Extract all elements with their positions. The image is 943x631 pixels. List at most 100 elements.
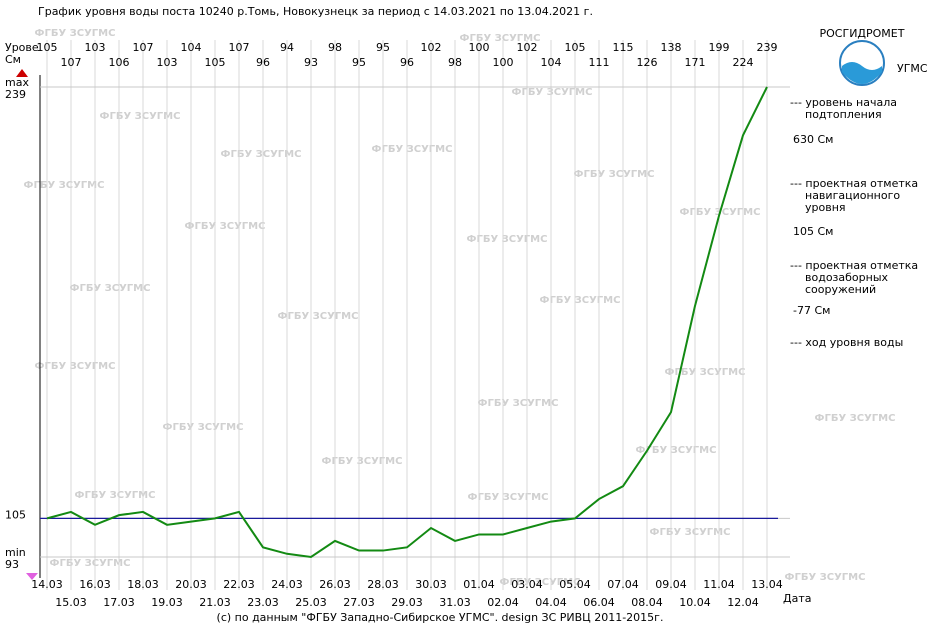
value-label: 115 — [613, 41, 634, 54]
value-label: 96 — [256, 56, 270, 69]
x-tick-label: 16.03 — [79, 578, 111, 591]
legend-text: --- ход уровня воды — [790, 336, 903, 349]
value-label: 104 — [181, 41, 202, 54]
watermark: ФГБУ ЗСУГМС — [500, 577, 581, 588]
x-label: Дата — [783, 592, 811, 605]
value-label: 126 — [637, 56, 658, 69]
logo-org: УГМС — [897, 62, 928, 75]
value-label: 107 — [61, 56, 82, 69]
x-tick-label: 27.03 — [343, 596, 375, 609]
value-label: 239 — [757, 41, 778, 54]
legend-text: --- проектная отметка — [790, 177, 918, 190]
x-tick-label: 17.03 — [103, 596, 135, 609]
value-label: 199 — [709, 41, 730, 54]
value-label: 96 — [400, 56, 414, 69]
chart-title: График уровня воды поста 10240 р.Томь, Н… — [38, 5, 593, 18]
value-label: 94 — [280, 41, 294, 54]
value-label: 171 — [685, 56, 706, 69]
watermark: ФГБУ ЗСУГМС — [650, 527, 731, 538]
value-label: 104 — [541, 56, 562, 69]
x-tick-label: 31.03 — [439, 596, 471, 609]
x-tick-label: 06.04 — [583, 596, 615, 609]
x-tick-label: 05.04 — [559, 578, 591, 591]
value-label: 107 — [133, 41, 154, 54]
y-unit: См — [5, 53, 21, 66]
value-label: 111 — [589, 56, 610, 69]
watermark: ФГБУ ЗСУГМС — [163, 422, 244, 433]
value-label: 100 — [493, 56, 514, 69]
x-tick-label: 28.03 — [367, 578, 399, 591]
legend-text: навигационного — [805, 189, 900, 202]
value-label: 107 — [229, 41, 250, 54]
value-label: 106 — [109, 56, 130, 69]
watermark: ФГБУ ЗСУГМС — [70, 283, 151, 294]
legend-text: --- проектная отметка — [790, 259, 918, 272]
watermark: ФГБУ ЗСУГМС — [478, 398, 559, 409]
value-label: 102 — [421, 41, 442, 54]
x-tick-label: 13.04 — [751, 578, 783, 591]
x-tick-label: 07.04 — [607, 578, 639, 591]
value-label: 95 — [376, 41, 390, 54]
value-label: 103 — [85, 41, 106, 54]
min-marker — [26, 573, 38, 580]
legend-text: --- уровень начала — [790, 96, 897, 109]
watermark: ФГБУ ЗСУГМС — [278, 311, 359, 322]
value-label: 138 — [661, 41, 682, 54]
watermark: ФГБУ ЗСУГМС — [460, 33, 541, 44]
legend-level: -77 См — [793, 304, 830, 317]
x-tick-label: 30.03 — [415, 578, 447, 591]
x-tick-label: 22.03 — [223, 578, 255, 591]
legend-level: 105 См — [793, 225, 833, 238]
watermark: ФГБУ ЗСУГМС — [221, 149, 302, 160]
x-tick-label: 11.04 — [703, 578, 735, 591]
value-label: 95 — [352, 56, 366, 69]
y-label: Урове — [5, 41, 39, 54]
watermark: ФГБУ ЗСУГМС — [815, 413, 896, 424]
x-tick-label: 01.04 — [463, 578, 495, 591]
x-tick-label: 19.03 — [151, 596, 183, 609]
legend-text: сооружений — [805, 283, 876, 296]
x-tick-label: 23.03 — [247, 596, 279, 609]
x-tick-label: 20.03 — [175, 578, 207, 591]
watermark: ФГБУ ЗСУГМС — [467, 234, 548, 245]
max-label: max — [5, 76, 29, 89]
x-tick-label: 15.03 — [55, 596, 87, 609]
y-tick-label: 239 — [5, 88, 26, 101]
x-tick-label: 24.03 — [271, 578, 303, 591]
x-tick-label: 14.03 — [31, 578, 63, 591]
value-label: 224 — [733, 56, 754, 69]
watermark: ФГБУ ЗСУГМС — [540, 295, 621, 306]
watermark: ФГБУ ЗСУГМС — [100, 111, 181, 122]
x-tick-label: 29.03 — [391, 596, 423, 609]
logo-wave — [842, 62, 882, 84]
value-label: 98 — [328, 41, 342, 54]
footer: (c) по данным "ФГБУ Западно-Сибирское УГ… — [217, 611, 664, 624]
x-tick-label: 09.04 — [655, 578, 687, 591]
x-tick-label: 03.04 — [511, 578, 543, 591]
watermark: ФГБУ ЗСУГМС — [372, 144, 453, 155]
max-marker — [16, 69, 28, 77]
watermark: ФГБУ ЗСУГМС — [50, 558, 131, 569]
series-line — [46, 86, 768, 559]
x-tick-label: 18.03 — [127, 578, 159, 591]
y-tick-label: 105 — [5, 508, 26, 521]
value-label: 98 — [448, 56, 462, 69]
watermark: ФГБУ ЗСУГМС — [785, 572, 866, 583]
watermark: ФГБУ ЗСУГМС — [35, 28, 116, 39]
value-label: 102 — [517, 41, 538, 54]
watermark: ФГБУ ЗСУГМС — [665, 367, 746, 378]
value-label: 105 — [205, 56, 226, 69]
value-label: 100 — [469, 41, 490, 54]
x-tick-label: 12.04 — [727, 596, 759, 609]
min-label: min — [5, 546, 26, 559]
legend-text: водозаборных — [805, 271, 889, 284]
value-label: 105 — [565, 41, 586, 54]
logo: РОСГИДРОМЕТ УГМС — [820, 27, 928, 86]
x-tick-label: 08.04 — [631, 596, 663, 609]
x-tick-label: 04.04 — [535, 596, 567, 609]
legend-level: 630 См — [793, 133, 833, 146]
x-tick-label: 21.03 — [199, 596, 231, 609]
watermark: ФГБУ ЗСУГМС — [468, 492, 549, 503]
